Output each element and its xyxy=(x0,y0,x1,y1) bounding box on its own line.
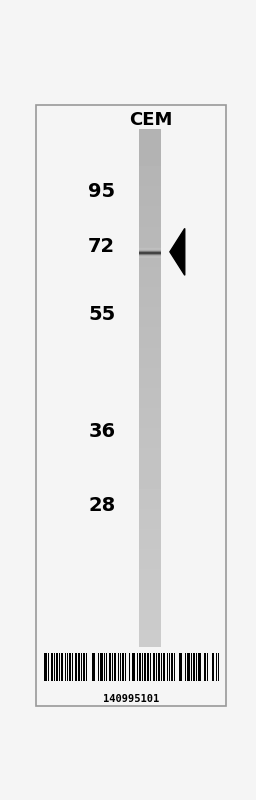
Bar xyxy=(125,654,126,681)
Bar xyxy=(98,654,99,681)
Polygon shape xyxy=(170,229,185,275)
Bar xyxy=(56,654,58,681)
Bar xyxy=(212,654,214,681)
Bar xyxy=(198,654,201,681)
Bar xyxy=(104,654,105,681)
Bar xyxy=(78,654,80,681)
Bar xyxy=(67,654,68,681)
Bar xyxy=(122,654,124,681)
Bar xyxy=(150,654,151,681)
Bar xyxy=(72,654,73,681)
Bar xyxy=(144,654,146,681)
Text: 95: 95 xyxy=(88,182,115,201)
Text: CEM: CEM xyxy=(129,111,173,130)
Bar xyxy=(207,654,208,681)
Bar xyxy=(100,654,103,681)
Bar xyxy=(44,654,47,681)
Bar xyxy=(171,654,173,681)
Bar xyxy=(139,654,141,681)
Bar xyxy=(204,654,206,681)
Bar xyxy=(118,654,119,681)
Bar xyxy=(112,654,113,681)
Bar xyxy=(48,654,49,681)
Bar xyxy=(179,654,182,681)
Bar xyxy=(61,654,63,681)
Bar xyxy=(106,654,107,681)
Bar xyxy=(54,654,55,681)
Bar xyxy=(51,654,53,681)
Bar xyxy=(174,654,175,681)
Bar xyxy=(75,654,77,681)
Bar xyxy=(120,654,121,681)
Bar xyxy=(129,654,130,681)
Text: 36: 36 xyxy=(88,422,115,442)
Bar xyxy=(153,654,155,681)
Bar xyxy=(147,654,149,681)
Bar xyxy=(161,654,162,681)
Bar xyxy=(142,654,143,681)
Bar xyxy=(169,654,170,681)
Bar xyxy=(69,654,71,681)
Bar xyxy=(81,654,82,681)
Bar xyxy=(83,654,85,681)
Bar xyxy=(92,654,95,681)
Bar xyxy=(196,654,197,681)
Bar xyxy=(109,654,111,681)
Bar xyxy=(185,654,186,681)
Text: 140995101: 140995101 xyxy=(103,694,159,703)
Text: 55: 55 xyxy=(88,305,115,324)
Bar xyxy=(163,654,165,681)
Bar xyxy=(156,654,157,681)
Bar xyxy=(191,654,192,681)
Bar xyxy=(86,654,87,681)
Bar xyxy=(59,654,60,681)
Bar xyxy=(187,654,189,681)
Text: 28: 28 xyxy=(88,496,115,515)
Bar xyxy=(216,654,217,681)
Bar xyxy=(166,654,168,681)
Bar xyxy=(132,654,135,681)
Bar xyxy=(65,654,66,681)
Bar xyxy=(158,654,160,681)
Bar xyxy=(193,654,195,681)
Bar xyxy=(218,654,219,681)
Bar xyxy=(114,654,116,681)
Text: 72: 72 xyxy=(88,238,115,257)
